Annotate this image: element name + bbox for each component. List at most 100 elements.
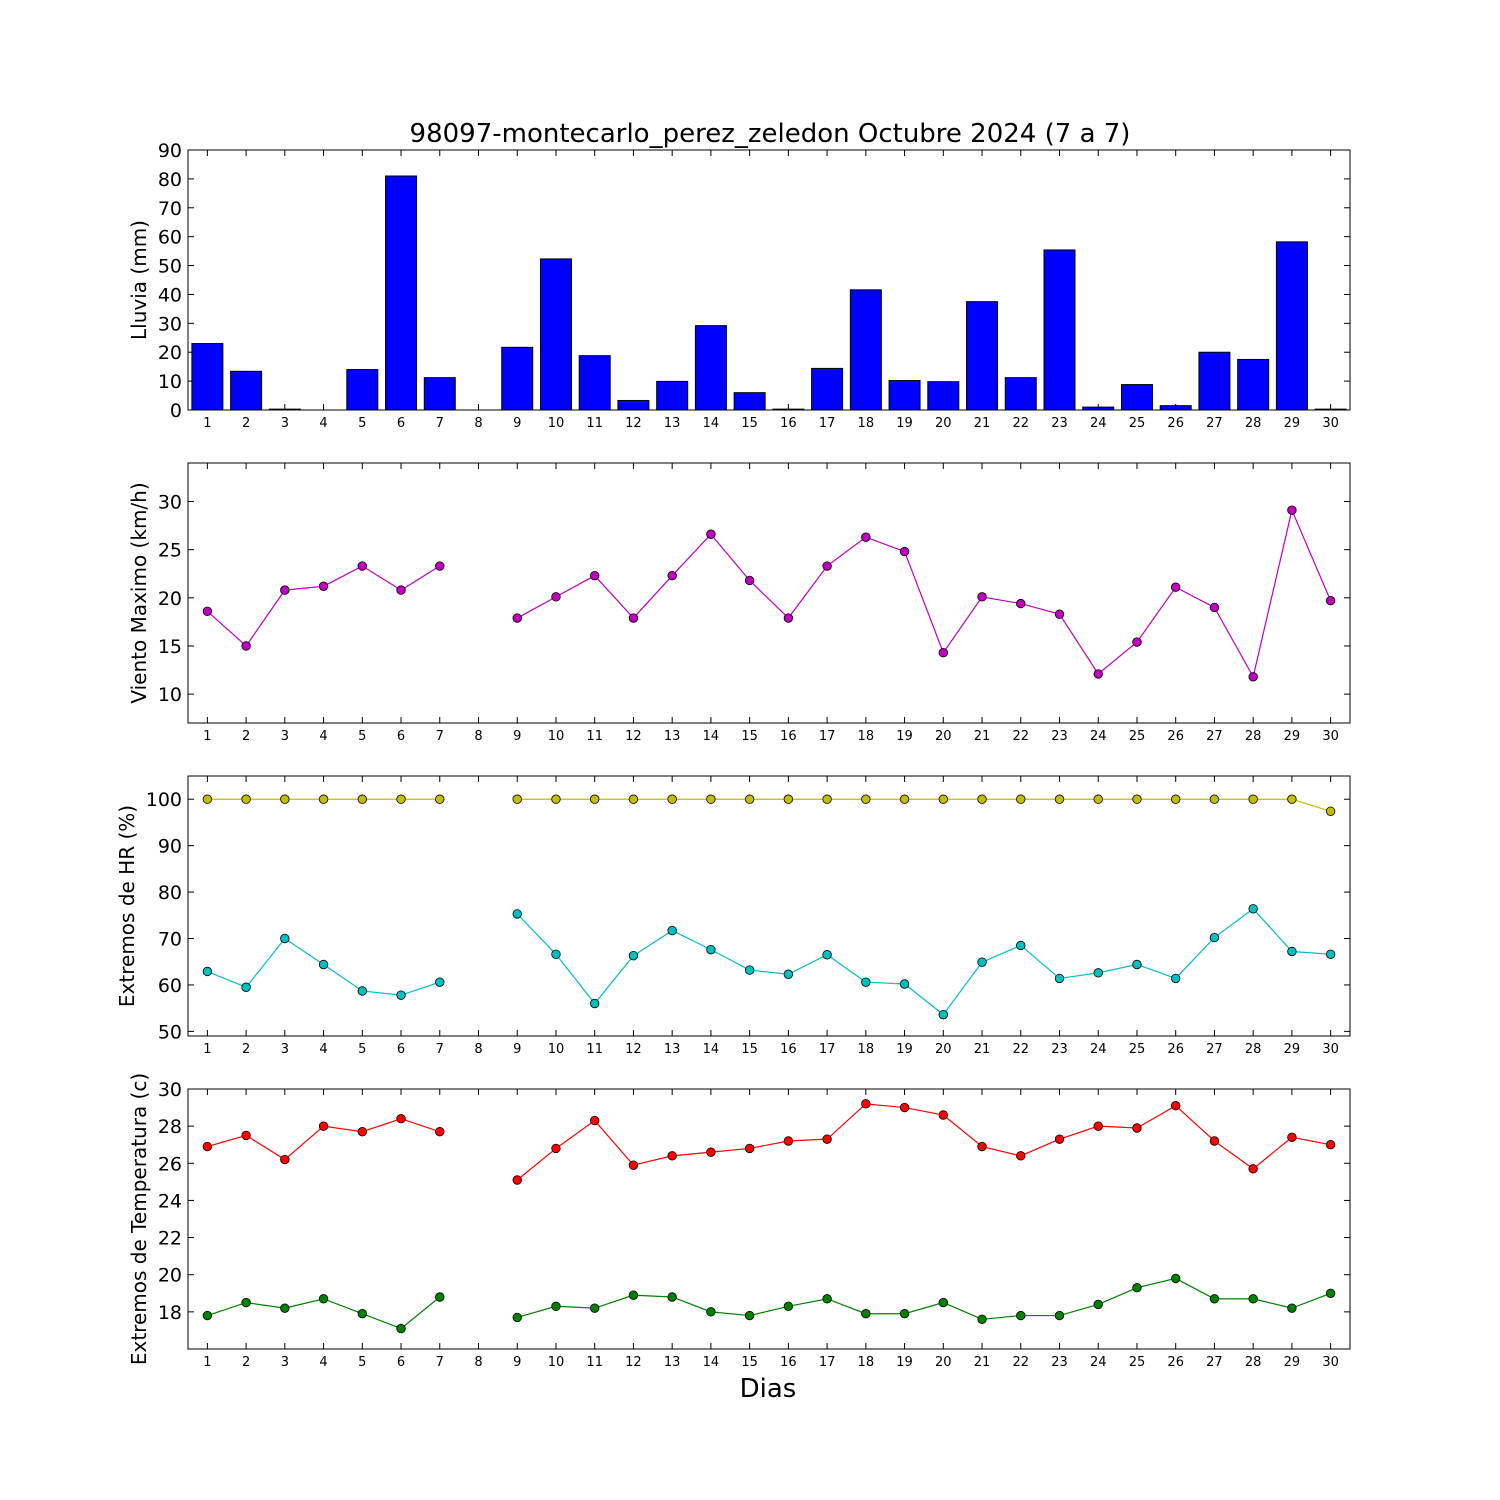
bar-day-5 — [346, 369, 379, 411]
x-tick-label: 15 — [741, 1355, 758, 1370]
bar-day-28 — [1237, 358, 1270, 411]
x-tick-label: 11 — [586, 1042, 603, 1057]
x-tick-label: 10 — [548, 1042, 565, 1057]
series-1-point-day-27 — [1209, 602, 1220, 613]
x-tick-label: 1 — [203, 416, 211, 431]
x-tick-label: 28 — [1245, 1355, 1262, 1370]
x-tick-label: 13 — [664, 416, 681, 431]
series-1-point-day-21 — [977, 592, 987, 602]
x-tick-label: 14 — [703, 729, 720, 744]
series-2-line — [517, 1277, 1331, 1320]
series-2-point-day-27 — [1209, 932, 1220, 943]
series-2-point-day-26 — [1170, 973, 1181, 984]
series-2-point-day-13 — [667, 1292, 677, 1302]
x-tick-label: 22 — [1012, 416, 1029, 431]
series-2-point-day-21 — [977, 957, 987, 967]
series-1-point-day-3 — [280, 585, 290, 595]
series-2-point-day-21 — [977, 1314, 987, 1324]
series-1-point-day-13 — [667, 570, 677, 581]
series-1-point-day-28 — [1248, 1164, 1258, 1174]
series-2-point-day-10 — [551, 1301, 561, 1311]
series-1-line — [516, 508, 1332, 679]
series-1-point-day-5 — [357, 794, 368, 804]
bar-day-22 — [1004, 377, 1037, 411]
x-tick-label: 17 — [819, 1355, 836, 1370]
series-2-point-day-4 — [318, 1294, 329, 1304]
series-2-point-day-28 — [1248, 904, 1258, 914]
series-1-point-day-15 — [744, 575, 755, 586]
y-axis-label: Viento Maximo (km/h) — [127, 482, 151, 703]
x-tick-label: 10 — [548, 416, 565, 431]
y-tick-label: 22 — [158, 1228, 182, 1250]
series-2-point-day-27 — [1209, 1294, 1220, 1304]
series-1-point-day-11 — [590, 794, 600, 804]
x-tick-label: 30 — [1322, 1355, 1339, 1370]
series-2-point-day-3 — [280, 1303, 290, 1313]
series-2-point-day-20 — [938, 1009, 949, 1020]
series-2-point-day-5 — [357, 986, 368, 996]
x-tick-label: 17 — [819, 416, 836, 431]
x-tick-label: 3 — [281, 1355, 289, 1370]
bar-day-2 — [230, 370, 263, 411]
series-2-point-day-23 — [1054, 973, 1065, 984]
y-tick-label: 80 — [158, 882, 182, 904]
series-1-point-day-19 — [899, 546, 910, 557]
x-tick-label: 14 — [703, 1042, 720, 1057]
series-2-point-day-10 — [551, 949, 561, 959]
x-tick-label: 19 — [896, 416, 913, 431]
series-1-point-day-20 — [938, 794, 949, 804]
bar-day-23 — [1043, 249, 1076, 411]
series-1-point-day-25 — [1132, 794, 1142, 804]
x-tick-label: 26 — [1167, 1042, 1184, 1057]
series-1-point-day-27 — [1209, 1136, 1220, 1146]
bar-day-25 — [1120, 384, 1153, 411]
x-tick-label: 6 — [397, 1042, 405, 1057]
series-1-point-day-2 — [241, 794, 251, 804]
x-tick-label: 5 — [358, 1042, 366, 1057]
series-1-point-day-21 — [977, 794, 987, 804]
x-tick-label: 15 — [741, 729, 758, 744]
series-1-point-day-16 — [783, 1136, 794, 1146]
series-1-point-day-1 — [202, 606, 213, 616]
series-1-point-day-17 — [822, 1134, 832, 1144]
series-1-point-day-18 — [861, 794, 871, 804]
x-tick-label: 20 — [935, 729, 952, 744]
bar-day-26 — [1159, 405, 1192, 411]
x-tick-label: 19 — [896, 729, 913, 744]
series-2-point-day-11 — [590, 1303, 600, 1313]
x-tick-label: 12 — [625, 416, 642, 431]
series-2-point-day-4 — [318, 959, 329, 970]
series-1-point-day-18 — [861, 1099, 871, 1109]
bar-day-13 — [656, 380, 689, 411]
x-tick-label: 17 — [819, 729, 836, 744]
bar-day-14 — [694, 325, 727, 411]
bar-day-19 — [888, 380, 921, 411]
x-tick-label: 2 — [242, 416, 250, 431]
series-2-point-day-17 — [822, 1294, 832, 1304]
series-1-point-day-10 — [551, 592, 561, 602]
x-tick-label: 11 — [586, 729, 603, 744]
series-1-point-day-9 — [512, 794, 522, 804]
bar-day-18 — [849, 289, 882, 411]
series-2-point-day-20 — [938, 1297, 949, 1308]
x-tick-label: 7 — [436, 1042, 444, 1057]
series-1-point-day-23 — [1054, 794, 1065, 804]
series-1-point-day-1 — [202, 1141, 213, 1152]
series-1-point-day-17 — [822, 561, 832, 571]
bar-day-16 — [772, 408, 805, 411]
series-1-point-day-29 — [1287, 1132, 1297, 1142]
x-tick-label: 25 — [1129, 729, 1146, 744]
y-tick-label: 30 — [158, 492, 182, 514]
y-tick-label: 90 — [158, 836, 182, 858]
x-tick-label: 8 — [474, 729, 482, 744]
x-tick-label: 2 — [242, 729, 250, 744]
y-tick-label: 18 — [158, 1302, 182, 1324]
x-tick-label: 6 — [397, 1355, 405, 1370]
x-tick-label: 19 — [896, 1042, 913, 1057]
series-1-point-day-6 — [396, 585, 406, 595]
series-1-point-day-26 — [1170, 582, 1181, 592]
series-1-point-day-12 — [628, 794, 639, 804]
series-2-point-day-6 — [396, 1323, 406, 1334]
y-tick-label: 60 — [158, 227, 182, 249]
